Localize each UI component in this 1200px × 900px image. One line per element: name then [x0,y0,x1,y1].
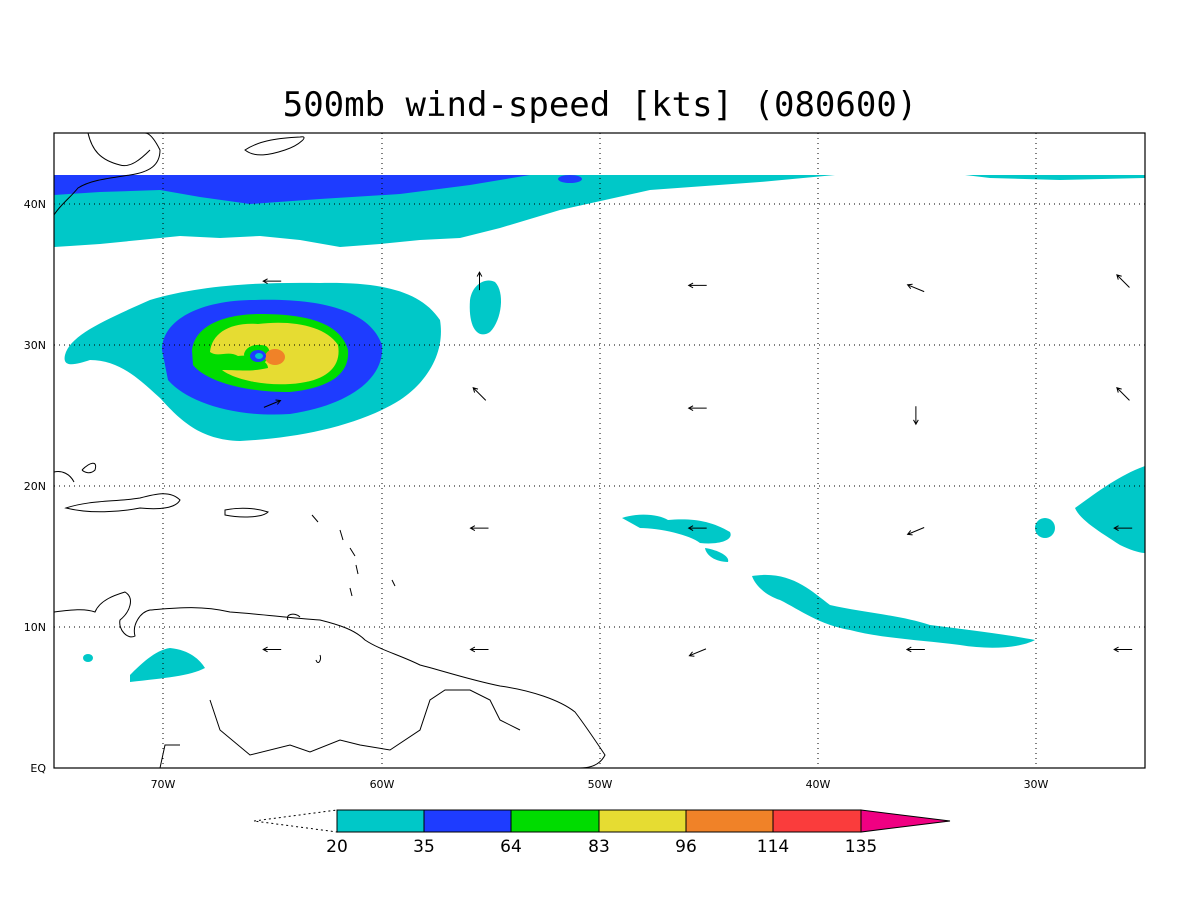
wind-vector-arrow [1113,525,1133,531]
y-tick-label: 40N [24,198,46,211]
colorbar-low-extend [253,809,338,833]
wind-vector-arrow [263,399,282,408]
wind-speed-shading [54,175,1145,682]
plot-frame [53,132,1146,769]
wind-vector-arrow [1116,387,1130,401]
blob-55w-20kt [469,280,502,335]
wind-vectors [262,271,1133,657]
colorbar-swatch [510,809,600,833]
colorbar-label: 96 [675,837,697,857]
wind-vector-arrow [476,271,483,291]
east-band-20kt [622,514,731,544]
wind-vector-arrow [687,405,707,412]
wind-vector-arrow [906,527,925,536]
colorbar-swatch [685,809,774,833]
y-tick-label: 10N [24,621,46,634]
colorbar-label: 20 [326,837,348,857]
storm-core-96kt [265,349,285,365]
wind-vector-arrow [469,646,489,653]
x-tick-label: 40W [806,778,831,791]
colorbar-high-extend [860,809,951,833]
south-blob-small [83,654,93,662]
colorbar-label: 35 [413,837,435,857]
x-tick-label: 70W [151,778,176,791]
east-band-segment-3 [752,574,1035,648]
wind-vector-arrow [913,406,919,426]
wind-vector-arrow [906,283,925,293]
x-tick-label: 30W [1024,778,1049,791]
jet-spot-35kt [558,175,582,183]
wind-vector-arrow [1116,274,1130,288]
east-blob-30w [1035,518,1055,538]
graticule [54,133,1145,768]
colorbar-label: 83 [588,837,610,857]
east-blob-25w [1075,466,1145,553]
wind-vector-arrow [472,387,487,401]
colorbar-swatch [336,809,425,833]
colorbar-swatch [598,809,687,833]
x-tick-label: 50W [588,778,613,791]
wind-vector-arrow [469,525,489,531]
wind-vector-arrow [262,646,282,653]
south-blob-20kt [130,648,205,682]
map-title: 500mb wind-speed [kts] (080600) [283,85,918,125]
y-tick-label: 20N [24,480,46,493]
x-axis-labels: 70W 60W 50W 40W 30W [151,778,1049,791]
colorbar-label: 64 [500,837,522,857]
y-axis-labels: EQ 10N 20N 30N 40N [24,198,47,775]
storm-eye [255,353,263,359]
east-band-segment-2 [705,548,729,562]
wind-vector-arrow [1113,646,1133,653]
coastlines [54,133,606,768]
wind-vector-arrow [688,648,707,657]
x-tick-label: 60W [370,778,395,791]
colorbar-swatch [423,809,512,833]
wind-vector-arrow [687,525,707,531]
wind-vector-arrow [262,278,282,285]
wind-vector-arrow [905,646,925,653]
colorbar: 20 35 64 83 96 114 135 [253,809,951,857]
ne-band-20kt [965,175,1145,180]
wind-vector-arrow [687,282,707,289]
y-tick-label: EQ [30,762,46,775]
colorbar-swatch [772,809,862,833]
colorbar-label: 135 [845,837,877,857]
y-tick-label: 30N [24,339,46,352]
jet-band-35kt [54,175,530,204]
colorbar-label: 114 [757,837,789,857]
